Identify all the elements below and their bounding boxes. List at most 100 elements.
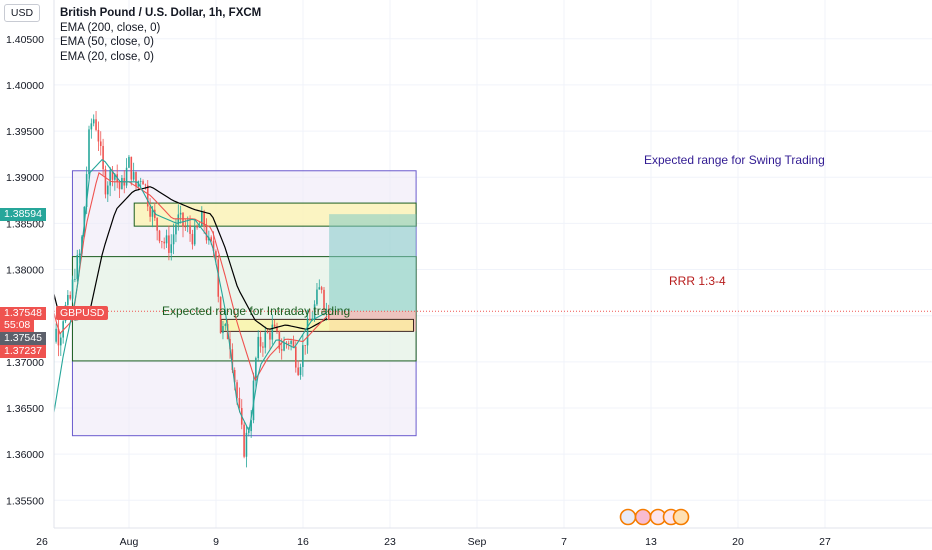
candle-body [92, 119, 95, 124]
price-tag-low: 1.37237 [0, 345, 46, 358]
candle-body [203, 211, 205, 227]
time-tick-label: 20 [732, 536, 744, 548]
candle-body [212, 241, 215, 252]
price-tick-label: 1.36500 [6, 403, 44, 415]
candle-body [104, 169, 107, 195]
time-tick-label: 13 [645, 536, 657, 548]
indicator-ema-20[interactable]: EMA (20, close, 0) [60, 50, 154, 63]
candle-body [297, 367, 299, 375]
indicator-ema-200[interactable]: EMA (200, close, 0) [60, 21, 161, 34]
time-tick-label: 26 [36, 536, 48, 548]
candle-body [111, 169, 114, 180]
price-tick-label: 1.38500 [6, 218, 44, 230]
candle-body [132, 172, 135, 180]
candle-body [215, 251, 217, 260]
candle-body [186, 225, 189, 227]
candle-body [109, 169, 111, 186]
candle-body [69, 295, 71, 299]
price-tick-label: 1.39500 [6, 126, 44, 138]
candle-body [327, 308, 330, 320]
candle-body [313, 304, 316, 319]
currency-button[interactable]: USD [4, 4, 40, 22]
candle-body [156, 217, 158, 231]
candle-body [85, 174, 88, 207]
candle-body [217, 259, 220, 297]
candle-body [323, 289, 325, 311]
candle-body [283, 342, 285, 351]
candle-body [107, 185, 109, 195]
candle-body [320, 287, 323, 290]
time-tick-label: Sep [468, 536, 487, 548]
candle-body [259, 336, 262, 347]
symbol-title[interactable]: British Pound / U.S. Dollar, 1h, FXCM [60, 7, 262, 19]
candle-body [139, 181, 142, 182]
candle-body [74, 279, 76, 280]
candle-body [55, 328, 57, 342]
drawing-layer [54, 170, 932, 437]
candle-body [231, 349, 234, 370]
candle-body [318, 287, 321, 290]
candle-body [170, 244, 173, 253]
candle-body [57, 328, 60, 346]
candle-body [168, 235, 170, 253]
event-marker-icon [634, 508, 652, 526]
candle-body [184, 226, 187, 228]
candle-body [316, 289, 318, 305]
indicator-ema-50[interactable]: EMA (50, close, 0) [60, 36, 154, 48]
candle-body [191, 233, 194, 245]
candle-body [179, 212, 182, 215]
rrr-label: RRR 1:3-4 [669, 274, 726, 288]
candle-body [257, 336, 259, 359]
candle-body [304, 345, 306, 346]
candle-body [175, 224, 177, 235]
price-tag-bid: 1.37545 [0, 332, 46, 345]
candle-body [102, 145, 104, 170]
candle-body [88, 129, 90, 175]
candle-body [67, 295, 69, 305]
candle-body [71, 279, 74, 299]
countdown-tag: 55:08 [0, 319, 35, 332]
candle-body [236, 382, 238, 398]
candle-body [325, 308, 328, 311]
time-tick-label: 27 [819, 536, 831, 548]
candle-body [266, 332, 269, 334]
time-axis[interactable]: 26 Aug 9 16 23 Sep 7 13 20 27 [36, 527, 932, 548]
candle-body [276, 326, 278, 332]
candle-body [121, 177, 123, 190]
candle-body [76, 255, 79, 280]
ema-20-line [41, 158, 328, 433]
candle-body [90, 123, 93, 130]
time-tick-label: Aug [120, 536, 139, 548]
candle-body [193, 226, 196, 245]
swing-range-label: Expected range for Swing Trading [644, 153, 825, 167]
candle-body [262, 346, 264, 348]
symbol-tag: GBPUSD [56, 306, 109, 320]
candle-body [172, 234, 175, 245]
candle-body [299, 366, 302, 375]
candle-body [280, 349, 283, 351]
event-marker-icon [619, 508, 637, 526]
candle-body [201, 211, 203, 226]
candle-body [125, 167, 128, 186]
candle-body [224, 324, 227, 327]
candle-body [99, 141, 102, 146]
candle-body [177, 214, 180, 225]
candle-body [295, 346, 297, 368]
candle-body [128, 156, 130, 168]
price-tick-label: 1.37000 [6, 357, 44, 369]
candle-body [149, 206, 151, 217]
candle-body [144, 184, 147, 186]
price-tick-label: 1.39000 [6, 172, 44, 184]
candle-body [290, 341, 292, 344]
candle-body [205, 226, 208, 241]
price-tick-label: 1.40500 [6, 34, 44, 46]
lower-support-zone [220, 318, 414, 332]
price-tag-last: 1.37548 [0, 307, 46, 320]
candle-body [142, 181, 144, 185]
event-markers[interactable] [619, 508, 690, 526]
candle-body [182, 212, 184, 227]
candle-body [158, 230, 161, 242]
price-axis[interactable]: 1.355001.360001.365001.370001.375001.380… [0, 0, 55, 550]
price-tick-label: 1.36000 [6, 449, 44, 461]
